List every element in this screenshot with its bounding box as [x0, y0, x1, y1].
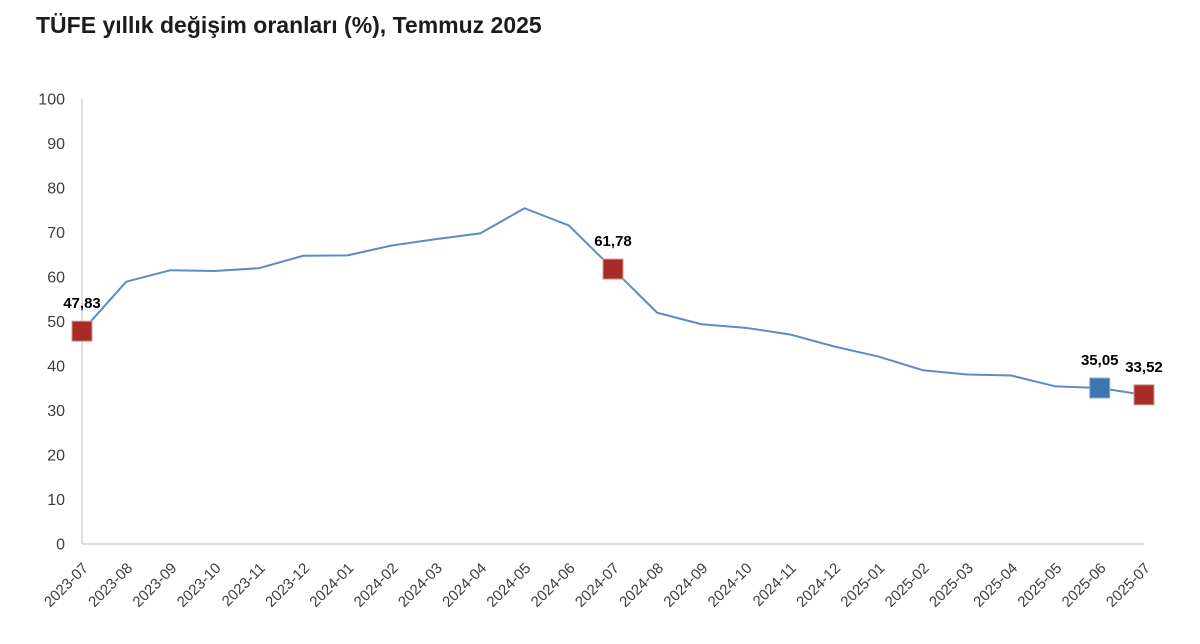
- y-tick-label: 20: [47, 448, 65, 465]
- x-tick-label: 2023-12: [262, 560, 313, 611]
- marker-2024-07: [602, 258, 624, 280]
- y-tick-label: 60: [47, 270, 65, 287]
- y-tick-label: 30: [47, 403, 65, 420]
- x-tick-label: 2024-12: [793, 560, 844, 611]
- x-tick-label: 2025-04: [970, 560, 1021, 611]
- x-tick-label: 2023-08: [85, 560, 136, 611]
- y-tick-label: 90: [47, 136, 65, 153]
- y-tick-label: 10: [47, 492, 65, 509]
- chart-title: TÜFE yıllık değişim oranları (%), Temmuz…: [36, 12, 542, 38]
- x-tick-label: 2025-07: [1103, 560, 1154, 611]
- value-label-2024-07: 61,78: [594, 233, 632, 250]
- x-tick-label: 2024-08: [616, 560, 667, 611]
- x-tick-label: 2025-05: [1014, 560, 1065, 611]
- y-tick-label: 0: [56, 537, 65, 554]
- marker-2023-07: [71, 320, 93, 342]
- value-label-2025-06: 35,05: [1081, 352, 1119, 369]
- x-tick-label: 2023-10: [174, 560, 225, 611]
- marker-2025-07: [1133, 384, 1155, 406]
- value-label-2025-07: 33,52: [1125, 359, 1163, 376]
- x-tick-label: 2025-06: [1059, 560, 1110, 611]
- value-label-2023-07: 47,83: [63, 295, 101, 312]
- x-tick-label: 2024-07: [572, 560, 623, 611]
- y-tick-label: 80: [47, 181, 65, 198]
- y-tick-label: 70: [47, 225, 65, 242]
- x-tick-label: 2024-05: [483, 560, 534, 611]
- y-tick-label: 40: [47, 359, 65, 376]
- x-tick-label: 2023-09: [129, 560, 180, 611]
- x-tick-label: 2024-11: [750, 560, 800, 610]
- marker-2025-06: [1089, 377, 1111, 399]
- x-tick-label: 2023-11: [219, 560, 269, 610]
- y-tick-label: 100: [38, 92, 65, 109]
- x-tick-label: 2024-10: [705, 560, 756, 611]
- x-tick-label: 2025-01: [837, 560, 888, 611]
- x-tick-label: 2024-02: [351, 560, 402, 611]
- y-tick-label: 50: [47, 314, 65, 331]
- x-tick-label: 2024-03: [395, 560, 446, 611]
- x-tick-label: 2024-06: [528, 560, 579, 611]
- x-tick-label: 2024-04: [439, 560, 490, 611]
- x-tick-label: 2025-03: [926, 560, 977, 611]
- x-tick-label: 2025-02: [882, 560, 933, 611]
- x-tick-label: 2024-01: [306, 560, 357, 611]
- x-tick-label: 2024-09: [660, 560, 711, 611]
- x-tick-label: 2023-07: [41, 560, 92, 611]
